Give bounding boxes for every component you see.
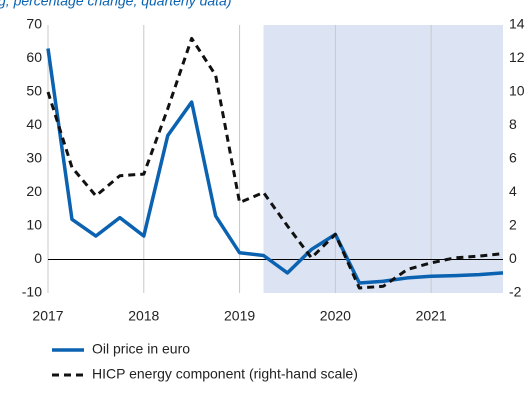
projection-shade (263, 25, 503, 293)
legend-label: HICP energy component (right-hand scale) (92, 366, 358, 382)
data-line (46, 36, 504, 290)
x-tick-label: 2020 (320, 308, 351, 324)
y-tick-label: -10 (22, 284, 42, 300)
x-tick-label: 2019 (224, 308, 255, 324)
y-tick-label: 20 (26, 183, 42, 199)
y-tick-label: 10 (26, 217, 42, 233)
y-tick-label: 0 (34, 250, 42, 266)
y2-tick-label: -2 (509, 284, 522, 300)
y-tick-label: 70 (26, 16, 42, 32)
y2-tick-label: 0 (509, 250, 517, 266)
chart-subtitle: g; percentage change; quarterly data) (0, 0, 232, 9)
x-tick-label: 2017 (32, 308, 63, 324)
x-tick-label: 2021 (416, 308, 447, 324)
y-tick-label: 60 (26, 49, 42, 65)
y2-tick-label: 6 (509, 150, 517, 166)
y-tick-label: 50 (26, 83, 42, 99)
data-line (46, 48, 504, 285)
y2-tick-label: 10 (509, 83, 525, 99)
y2-tick-label: 14 (509, 16, 525, 32)
x-tick-label: 2018 (128, 308, 159, 324)
y-tick-label: 30 (26, 150, 42, 166)
legend-label: Oil price in euro (92, 341, 190, 357)
y2-tick-label: 2 (509, 217, 517, 233)
y2-tick-label: 8 (509, 116, 517, 132)
y-tick-label: 40 (26, 116, 42, 132)
y2-tick-label: 4 (509, 183, 517, 199)
y2-tick-label: 12 (509, 49, 525, 65)
